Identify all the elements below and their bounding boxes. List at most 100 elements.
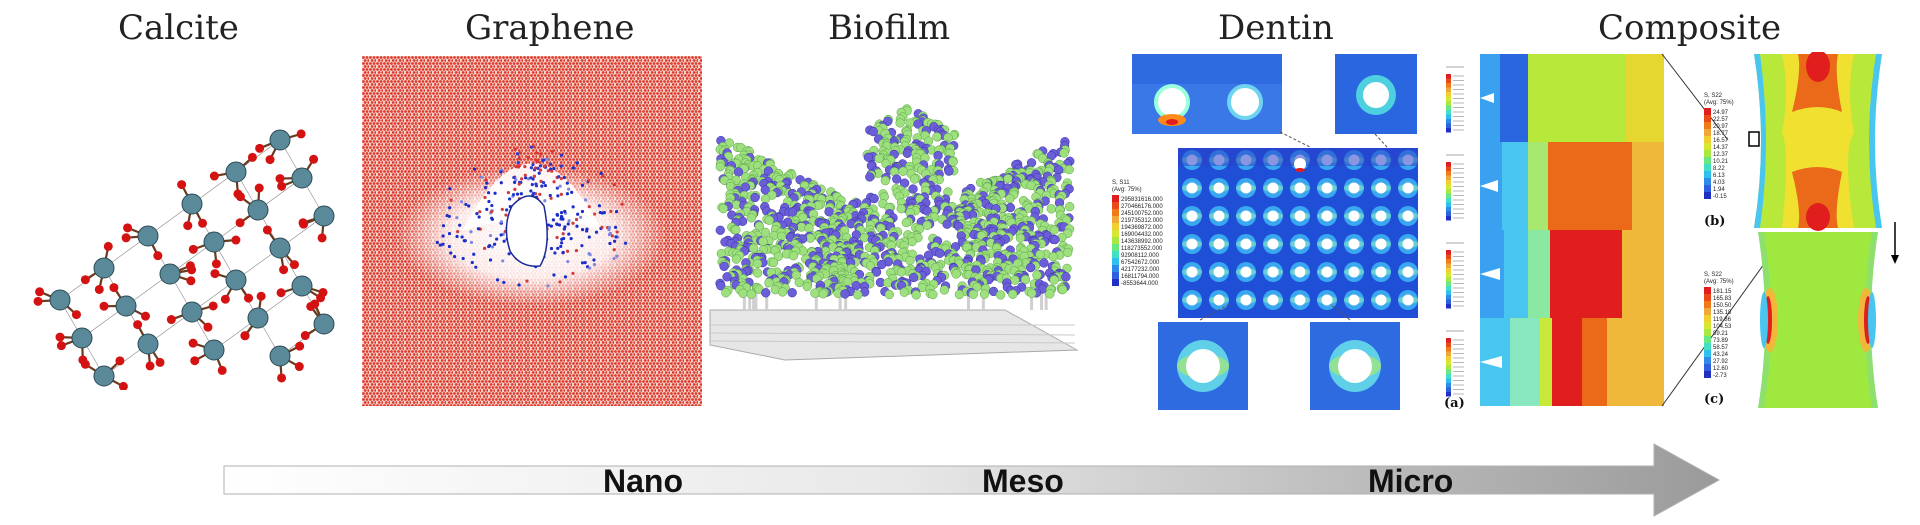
- svg-text:194369872.000: 194369872.000: [1121, 225, 1163, 231]
- svg-text:27.92: 27.92: [1713, 359, 1729, 365]
- scale-label-micro: Micro: [1368, 463, 1454, 499]
- oxygen-atom: [318, 287, 328, 297]
- oxygen-atom: [35, 287, 45, 297]
- oxygen-atom: [80, 275, 90, 285]
- graphene-sheet: [362, 56, 702, 406]
- calcium-atom: [225, 269, 247, 291]
- biofilm-cluster: [705, 95, 1085, 375]
- composite-fe-svg: S, S22(Avg: 75%)24.9722.5720.9718.7716.5…: [1446, 52, 1899, 408]
- graphene-sheet-svg: [362, 56, 702, 406]
- oxygen-atom: [153, 251, 163, 261]
- calcium-atom: [313, 313, 335, 335]
- graphene-hole: [505, 195, 548, 267]
- calcium-atom: [71, 327, 93, 349]
- oxygen-atom: [277, 373, 287, 383]
- svg-text:12.60: 12.60: [1713, 366, 1729, 372]
- dentin-zoom-bottomleft: [1158, 322, 1248, 410]
- oxygen-atom: [99, 301, 109, 311]
- oxygen-atom: [115, 356, 125, 366]
- oxygen-atom: [235, 218, 245, 228]
- svg-text:181.15: 181.15: [1713, 289, 1732, 295]
- calcium-atom: [137, 225, 159, 247]
- svg-text:24.97: 24.97: [1713, 110, 1729, 116]
- calcium-atom: [269, 129, 291, 151]
- svg-text:42177232.000: 42177232.000: [1121, 267, 1160, 273]
- svg-text:143638992.000: 143638992.000: [1121, 239, 1163, 245]
- oxygen-atom: [203, 322, 213, 332]
- svg-text:4.03: 4.03: [1713, 180, 1725, 186]
- oxygen-atom: [133, 320, 143, 330]
- svg-text:8.22: 8.22: [1713, 166, 1725, 172]
- composite-specimen-c: [1758, 232, 1878, 408]
- oxygen-atom: [186, 276, 196, 286]
- biofilm-substrate-lines: [709, 324, 1076, 344]
- svg-text:6.13: 6.13: [1713, 173, 1725, 179]
- composite-specimen-b: [1748, 52, 1882, 231]
- svg-text:118273552.000: 118273552.000: [1121, 246, 1163, 252]
- calcium-atom: [203, 339, 225, 361]
- calcium-atom: [137, 333, 159, 355]
- oxygen-atom: [210, 269, 220, 279]
- calcite-structure-svg: [33, 129, 335, 390]
- oxygen-atom: [183, 221, 193, 231]
- svg-text:16811794.000: 16811794.000: [1121, 274, 1160, 280]
- composite-title: Composite: [1598, 8, 1782, 48]
- oxygen-atom: [294, 362, 304, 372]
- svg-text:-2.73: -2.73: [1713, 373, 1727, 379]
- svg-text:43.24: 43.24: [1713, 352, 1729, 358]
- calcium-atom: [159, 263, 181, 285]
- calcium-atom: [181, 193, 203, 215]
- oxygen-atom: [80, 359, 90, 369]
- oxygen-atom: [56, 341, 66, 351]
- composite-label-a: (a): [1444, 396, 1465, 411]
- oxygen-atom: [103, 241, 113, 251]
- calcite-structure: [20, 80, 350, 390]
- composite-strip-4: [1480, 318, 1664, 406]
- svg-text:89.21: 89.21: [1713, 331, 1729, 337]
- svg-text:S, S22: S, S22: [1704, 272, 1723, 278]
- oxygen-atom: [188, 338, 198, 348]
- oxygen-atom: [123, 223, 133, 233]
- oxygen-atom: [145, 361, 155, 371]
- dentin-title: Dentin: [1218, 8, 1334, 48]
- scale-arrow-svg: [223, 443, 1721, 517]
- composite-legend-b: S, S22(Avg: 75%) 24.9722.5720.9718.7716.5…: [1704, 93, 1734, 200]
- svg-text:67542672.000: 67542672.000: [1121, 260, 1160, 266]
- calcium-atom: [291, 167, 313, 189]
- biofilm-title: Biofilm: [828, 8, 951, 48]
- oxygen-atom: [262, 225, 272, 235]
- calcium-atom: [247, 307, 269, 329]
- calcium-atom: [49, 289, 71, 311]
- oxygen-atom: [209, 171, 219, 181]
- dentin-tubule-grid: [1178, 148, 1418, 318]
- oxygen-atom: [299, 219, 309, 229]
- composite-strip-3: [1480, 230, 1664, 318]
- oxygen-atom: [71, 310, 81, 320]
- composite-strip-2: [1480, 142, 1664, 230]
- oxygen-atom: [155, 357, 165, 367]
- calcium-atom: [247, 199, 269, 221]
- svg-text:150.50: 150.50: [1713, 303, 1732, 309]
- oxygen-atom: [255, 143, 265, 153]
- oxygen-atom: [188, 244, 198, 254]
- oxygen-atom: [211, 259, 221, 269]
- svg-text:245100752.000: 245100752.000: [1121, 211, 1163, 217]
- oxygen-atom: [317, 233, 327, 243]
- oxygen-atom: [279, 265, 289, 275]
- calcium-atom: [203, 231, 225, 253]
- svg-text:22.57: 22.57: [1713, 117, 1729, 123]
- oxygen-atom: [190, 356, 200, 366]
- oxygen-atom: [296, 129, 306, 139]
- svg-text:S, S22: S, S22: [1704, 93, 1723, 99]
- calcium-atom: [181, 301, 203, 323]
- svg-text:(Avg: 75%): (Avg: 75%): [1704, 100, 1734, 106]
- calcium-atom: [93, 365, 115, 387]
- dentin-zoom-topleft: [1132, 54, 1282, 134]
- svg-text:135.18: 135.18: [1713, 310, 1732, 316]
- svg-text:16.57: 16.57: [1713, 138, 1729, 144]
- calcium-atom: [313, 205, 335, 227]
- svg-text:169004432.000: 169004432.000: [1121, 232, 1163, 238]
- oxygen-atom: [256, 291, 266, 301]
- calcium-atom: [115, 295, 137, 317]
- oxygen-atom: [265, 155, 275, 165]
